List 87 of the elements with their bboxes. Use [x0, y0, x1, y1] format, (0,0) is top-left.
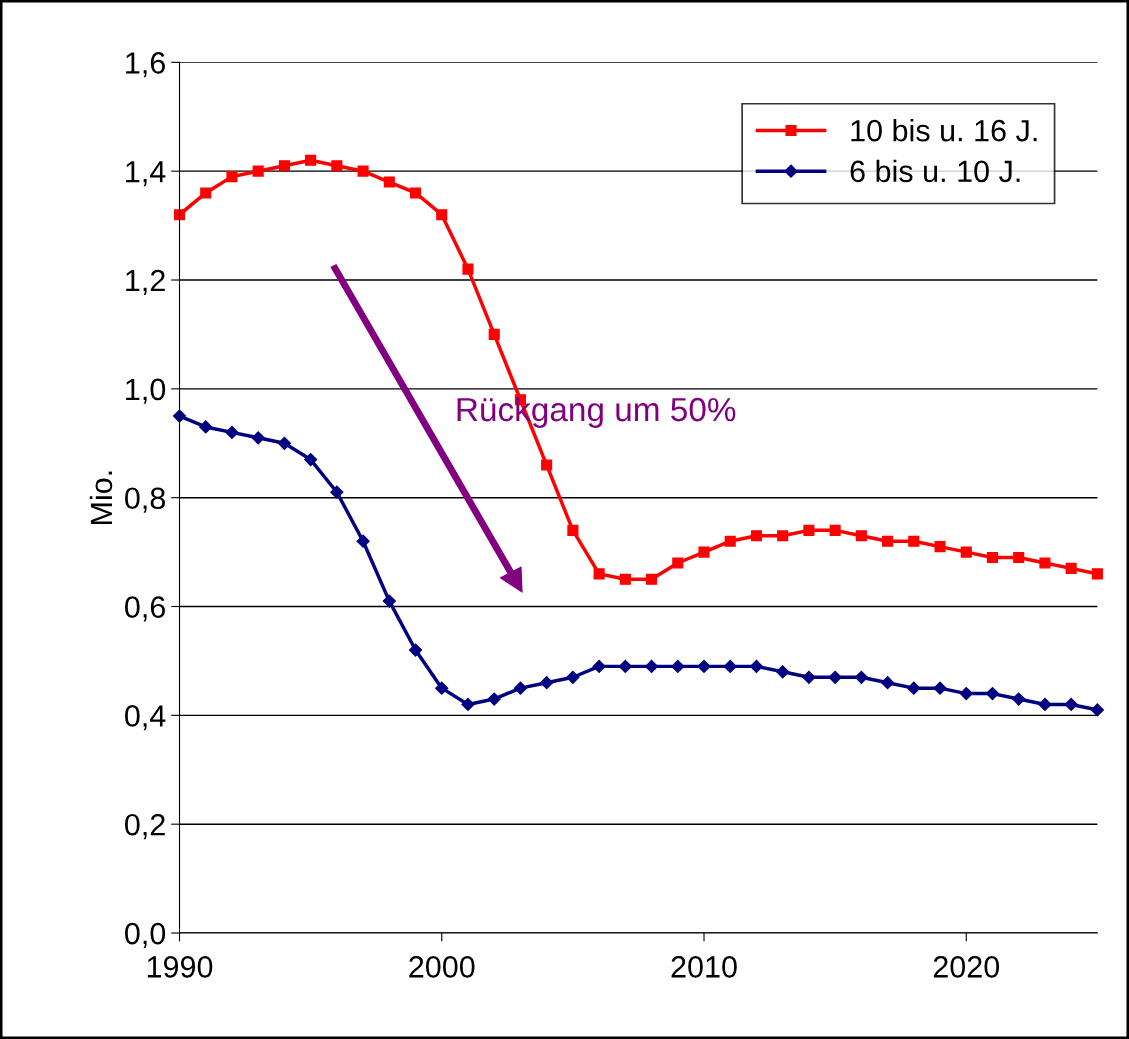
legend-label: 10 bis u. 16 J.: [851, 119, 1037, 142]
point: [461, 697, 475, 712]
point: [225, 425, 239, 439]
x-tick-label: 2010: [671, 956, 737, 978]
point: [1013, 551, 1025, 564]
point: [1012, 692, 1026, 706]
point: [173, 209, 186, 221]
point: [252, 165, 264, 177]
y-tick-label: 0,4: [125, 705, 166, 731]
point: [567, 524, 579, 536]
point: [277, 436, 291, 450]
point: [436, 209, 448, 221]
point: [330, 485, 344, 499]
point: [199, 420, 213, 434]
y-tick-label: 1,2: [126, 269, 165, 295]
point: [802, 670, 816, 684]
point: [1091, 568, 1103, 580]
point: [671, 659, 685, 673]
point: [803, 524, 815, 536]
point: [541, 459, 553, 471]
point: [855, 530, 867, 542]
point: [305, 154, 317, 166]
point: [698, 546, 710, 558]
y-tick-label: 1,0: [126, 378, 166, 404]
point: [750, 530, 763, 542]
point: [777, 530, 789, 542]
point: [828, 670, 842, 684]
point: [749, 659, 764, 673]
point: [907, 681, 921, 695]
y-tick-label: 0,2: [125, 813, 165, 840]
point: [1064, 697, 1078, 712]
x-tick-label: 2020: [933, 956, 1000, 978]
point: [172, 409, 187, 423]
x-tick-label: 1990: [147, 956, 213, 978]
y-axis-title: Mio.: [89, 471, 113, 525]
point: [776, 665, 790, 679]
point: [829, 524, 841, 536]
point: [697, 659, 711, 673]
point: [382, 594, 396, 608]
point: [593, 568, 605, 580]
point: [646, 573, 658, 585]
point: [383, 176, 395, 188]
point: [251, 431, 265, 445]
point: [566, 670, 580, 684]
y-tick-label: 1,4: [126, 161, 166, 187]
point: [435, 681, 449, 695]
point: [882, 535, 894, 547]
point: [304, 453, 318, 467]
point: [723, 659, 737, 673]
point: [513, 681, 528, 695]
point: [618, 659, 632, 673]
point: [934, 541, 946, 553]
point: [724, 535, 736, 547]
point: [200, 187, 212, 199]
point: [1090, 703, 1104, 717]
y-tick-label: 0,0: [125, 922, 166, 948]
x-tick-label: 2000: [409, 956, 475, 978]
point: [985, 686, 1000, 701]
point: [356, 534, 370, 548]
y-tick-label: 0,8: [125, 487, 165, 513]
point: [854, 670, 868, 684]
point: [592, 659, 606, 673]
legend-label: 6 bis u. 10 J.: [850, 159, 1020, 183]
point: [226, 171, 238, 183]
point: [462, 263, 474, 275]
point: [672, 557, 684, 569]
point: [331, 160, 343, 172]
y-tick-label: 1,6: [126, 52, 165, 78]
y-tick-label: 0,6: [125, 596, 165, 622]
point: [487, 692, 501, 706]
point: [960, 546, 972, 558]
point: [408, 643, 423, 657]
point: [644, 659, 659, 673]
point: [880, 676, 895, 690]
point: [357, 165, 369, 177]
point: [409, 187, 422, 199]
point: [488, 328, 500, 340]
point: [619, 573, 631, 585]
point: [1065, 562, 1077, 574]
point: [1038, 697, 1052, 712]
point: [959, 686, 973, 701]
point: [278, 160, 290, 172]
point: [908, 535, 920, 547]
point: [933, 681, 947, 695]
point: [540, 676, 554, 690]
point: [986, 551, 999, 564]
point: [1039, 557, 1051, 569]
